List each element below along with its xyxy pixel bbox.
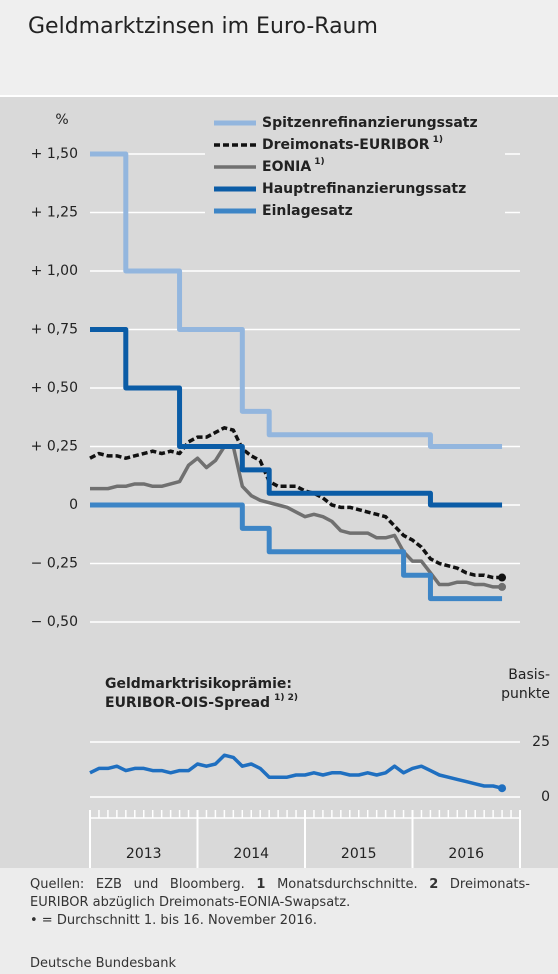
legend-label: Hauptrefinanzierungssatz xyxy=(262,181,466,197)
y-tick-label: + 0,25 xyxy=(31,439,78,455)
y-tick-label: + 1,00 xyxy=(31,263,78,279)
y-tick-label: − 0,50 xyxy=(31,614,78,630)
publisher: Deutsche Bundesbank xyxy=(30,956,177,971)
y-tick-label: − 0,25 xyxy=(31,556,78,572)
x-tick-label: 2016 xyxy=(448,846,484,862)
footnotes: Quellen: EZB und Bloomberg. 1 Monatsdurc… xyxy=(30,876,530,930)
series-line xyxy=(90,444,503,589)
legend-entry: EONIA 1) xyxy=(262,157,325,176)
panel-title-line: EURIBOR-OIS-Spread xyxy=(105,695,270,711)
note: • = Durchschnitt 1. bis 16. November 201… xyxy=(30,913,317,928)
end-marker xyxy=(498,784,507,793)
y-axis-label: punkte xyxy=(501,686,550,702)
legend-label: Einlagesatz xyxy=(262,203,353,219)
legend-label: Dreimonats-EURIBOR xyxy=(262,137,430,153)
series-line xyxy=(90,327,503,508)
x-tick-label: 2013 xyxy=(126,846,162,862)
legend-note: 1) xyxy=(314,157,324,167)
y-tick-label: + 0,50 xyxy=(31,380,78,396)
legend-entry: Hauptrefinanzierungssatz xyxy=(262,181,466,197)
legend-entry: Dreimonats-EURIBOR 1) xyxy=(262,135,443,154)
panel-title-line: Geldmarktrisikoprämie: xyxy=(105,676,292,692)
page-title: Geldmarktzinsen im Euro-Raum xyxy=(28,14,378,39)
y-tick-label: 0 xyxy=(541,789,550,805)
x-tick-label: 2015 xyxy=(341,846,377,862)
legend: Spitzenrefinanzierungssatz Dreimonats-EUR… xyxy=(214,115,478,219)
y-tick-label: + 0,75 xyxy=(31,322,78,338)
series-line xyxy=(90,151,503,449)
legend-entry: Einlagesatz xyxy=(262,203,353,219)
y-tick-label: 0 xyxy=(69,497,78,513)
end-marker xyxy=(498,573,507,582)
note: Dreimonats-EURIBOR abzüglich Dreimonats-… xyxy=(30,877,530,910)
series-line xyxy=(90,502,503,602)
header: Geldmarktzinsen im Euro-Raum xyxy=(0,0,558,95)
footer: Quellen: EZB und Bloomberg. 1 Monatsdurc… xyxy=(0,868,558,974)
chart-background xyxy=(0,97,558,868)
source: Quellen: EZB und Bloomberg. xyxy=(30,877,245,892)
chart: + 1,50 + 1,25 + 1,00 + 0,75 + 0,50 + 0,25 0 − 0… xyxy=(0,97,558,868)
panel-title: Geldmarktrisikoprämie: xyxy=(105,676,292,692)
y-axis-label: % xyxy=(55,112,68,128)
note: Monatsdurchschnitte. xyxy=(277,877,418,892)
note-mark: 2 xyxy=(429,877,439,892)
x-axis: 2013 2014 2015 2016 xyxy=(89,810,521,868)
y-tick-label: + 1,50 xyxy=(31,146,78,162)
legend-entry: Spitzenrefinanzierungssatz xyxy=(262,115,478,131)
series-line xyxy=(89,753,503,790)
y-tick-label: 25 xyxy=(532,734,550,750)
panel-title: EURIBOR-OIS-Spread 1) 2) xyxy=(105,693,298,712)
note-mark: 1 xyxy=(256,877,266,892)
legend-note: 1) xyxy=(433,135,443,145)
y-axis-label: Basis- xyxy=(508,667,550,683)
plot xyxy=(89,151,507,793)
legend-label: EONIA xyxy=(262,159,311,175)
legend-label: Spitzenrefinanzierungssatz xyxy=(262,115,478,131)
panel-title-note: 1) 2) xyxy=(274,693,298,703)
end-marker xyxy=(498,582,507,591)
y-tick-label: + 1,25 xyxy=(31,205,78,221)
x-tick-label: 2014 xyxy=(233,846,269,862)
